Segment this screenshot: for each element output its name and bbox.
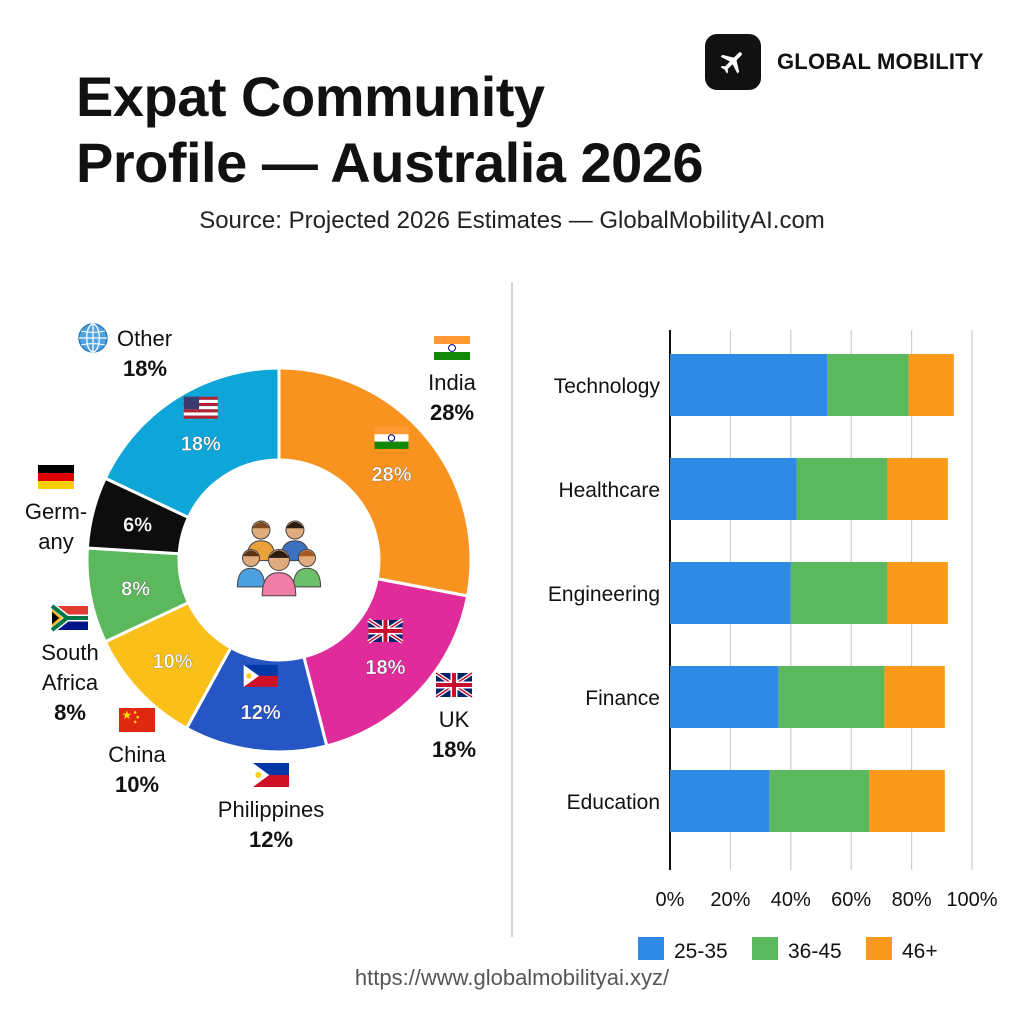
x-tick-label: 40% [771, 889, 811, 911]
x-tick-label: 80% [892, 889, 932, 911]
outer-label-name: Germ- [25, 499, 87, 524]
legend-label: 36-45 [788, 940, 842, 960]
donut-slice-uk [302, 576, 470, 748]
outer-label-value: 12% [249, 827, 293, 852]
outer-label-name: Africa [42, 670, 99, 695]
outer-label-name: South [41, 640, 99, 665]
bar-segment-healthcare-46plus [887, 458, 948, 520]
outer-label-name: India [428, 370, 476, 395]
category-label: Education [567, 791, 660, 814]
x-tick-label: 0% [656, 889, 685, 911]
bar-segment-healthcare-36-45 [796, 458, 888, 520]
category-label: Engineering [548, 583, 660, 606]
outer-label-name: Philippines [218, 797, 324, 822]
bar-segment-engineering-25-35 [670, 562, 791, 624]
bar-segment-healthcare-25-35 [670, 458, 797, 520]
legend-swatch [866, 937, 892, 960]
legend-swatch [752, 937, 778, 960]
outer-label-philippines: Philippines 12% [218, 763, 324, 852]
outer-label-south-africa: South Africa 8% [41, 603, 99, 725]
outer-label-name: any [38, 529, 73, 554]
category-label: Technology [554, 375, 661, 398]
uk-flag-icon [434, 671, 474, 699]
outer-label-value: 28% [430, 400, 474, 425]
outer-label-value: 18% [432, 737, 476, 762]
x-tick-label: 100% [946, 889, 997, 911]
legend-label: 25-35 [674, 940, 728, 960]
china-flag-icon [119, 708, 155, 732]
slice-value-label: 8% [121, 578, 150, 600]
slice-value-label: 18% [365, 657, 405, 679]
donut-slice-india [277, 366, 473, 598]
category-label: Healthcare [558, 479, 660, 502]
bar-segment-technology-25-35 [670, 354, 828, 416]
bar-segment-finance-36-45 [778, 666, 885, 728]
bar-segment-finance-25-35 [670, 666, 779, 728]
x-tick-label: 20% [710, 889, 750, 911]
bar-segment-education-36-45 [769, 770, 870, 832]
outer-label-name: China [108, 742, 166, 767]
bar-segment-technology-46plus [908, 354, 954, 416]
usa-flag-icon [183, 396, 218, 419]
outer-label-name: UK [439, 707, 470, 732]
x-tick-label: 60% [831, 889, 871, 911]
footer-url: https://www.globalmobilityai.xyz/ [354, 965, 670, 990]
outer-label-name: Other [117, 326, 172, 351]
title-line-1: Expat Community [76, 65, 545, 128]
bar-segment-education-46plus [869, 770, 945, 832]
outer-label-value: 10% [115, 772, 159, 797]
philippines-flag-icon [243, 664, 278, 687]
subtitle: Source: Projected 2026 Estimates — Globa… [199, 207, 825, 234]
page-title: Expat Community Profile — Australia 2026 [76, 64, 776, 196]
donut-slice-other [103, 366, 281, 520]
south-africa-flag-icon [49, 603, 88, 633]
outer-label-value: 8% [54, 700, 86, 725]
stacked-bar-chart: 0% 20% 40% 60% 80% 100% Technology Healthcare En… [548, 330, 998, 960]
outer-label-india: India 28% [428, 336, 477, 425]
people-group-icon [236, 520, 322, 597]
bar-segment-education-25-35 [670, 770, 770, 832]
outer-label-value: 18% [123, 356, 167, 381]
slice-value-label: 18% [181, 434, 221, 456]
bar-segment-engineering-36-45 [790, 562, 888, 624]
legend-label: 46+ [902, 940, 938, 960]
outer-label-other: Other 18% [78, 323, 172, 381]
slice-value-label: 12% [241, 702, 281, 724]
slice-value-label: 10% [153, 651, 193, 673]
bar-segment-technology-36-45 [827, 354, 909, 416]
panel-divider [511, 282, 513, 937]
slice-value-label: 28% [371, 464, 411, 486]
outer-label-germany: Germ-any [25, 465, 87, 554]
germany-flag-icon [38, 465, 74, 489]
uk-flag-icon [367, 618, 404, 644]
donut-chart: 28% 18% 12% 10% 8% 6% 18% India 28% UK 18% Philippi… [25, 323, 477, 852]
outer-label-china: China 10% [108, 708, 167, 797]
philippines-flag-icon [253, 763, 289, 787]
title-line-2: Profile — Australia 2026 [76, 131, 704, 194]
legend-swatch [638, 937, 664, 960]
brand: GLOBAL MOBILITY [705, 34, 984, 90]
brand-name: GLOBAL MOBILITY [777, 49, 984, 74]
outer-label-uk: UK 18% [432, 671, 476, 762]
india-flag-icon [434, 336, 470, 360]
globe-icon [78, 323, 108, 353]
airplane-icon [705, 34, 761, 90]
bar-segment-engineering-46plus [887, 562, 948, 624]
slice-value-label: 6% [123, 515, 152, 537]
bar-segment-finance-46plus [884, 666, 945, 728]
category-label: Finance [585, 687, 660, 710]
india-flag-icon [374, 426, 409, 449]
